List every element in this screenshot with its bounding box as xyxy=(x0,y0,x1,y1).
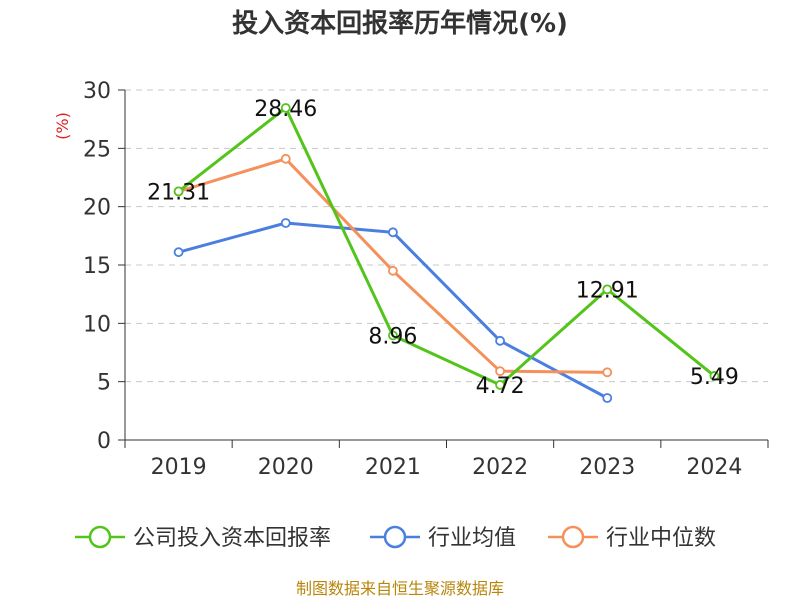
data-point xyxy=(173,186,184,197)
data-point xyxy=(388,265,398,276)
data-point xyxy=(602,367,613,378)
legend-item: 行业中位数 xyxy=(548,525,716,551)
data-label: 8.96 xyxy=(368,324,417,349)
x-tick-label: 2021 xyxy=(365,455,421,480)
x-tick-label: 2020 xyxy=(258,455,314,480)
data-label: 5.49 xyxy=(690,365,739,390)
y-tick-label: 15 xyxy=(83,254,111,279)
data-point xyxy=(388,330,398,341)
y-tick-label: 20 xyxy=(83,196,111,221)
data-point xyxy=(495,366,505,377)
y-axis-label: (%) xyxy=(53,112,72,140)
data-point xyxy=(280,103,291,113)
data-label: 21.31 xyxy=(147,180,210,205)
source-note: 制图数据来自恒生聚源数据库 xyxy=(296,579,504,598)
x-tick-label: 2023 xyxy=(579,455,635,480)
data-point xyxy=(709,371,720,381)
legend-marker xyxy=(561,525,585,549)
data-point xyxy=(388,227,398,238)
legend: 公司投入资本回报率 行业均值 行业中位数 xyxy=(75,525,716,551)
data-point xyxy=(173,247,184,258)
y-tick-label: 25 xyxy=(83,137,111,162)
legend-item: 行业均值 xyxy=(370,525,516,551)
series-group xyxy=(173,103,720,403)
legend-label: 行业中位数 xyxy=(606,526,716,551)
legend-label: 行业均值 xyxy=(428,526,516,551)
data-point xyxy=(602,393,613,403)
legend-marker xyxy=(383,525,407,549)
data-label: 28.46 xyxy=(254,97,317,122)
data-point xyxy=(280,218,291,228)
x-tick-label: 2022 xyxy=(472,455,528,480)
data-point xyxy=(280,153,291,164)
x-tick-label: 2024 xyxy=(686,455,742,480)
series-line xyxy=(177,106,716,387)
data-label: 4.72 xyxy=(476,374,525,399)
legend-label: 公司投入资本回报率 xyxy=(133,526,331,551)
grid xyxy=(125,89,768,383)
y-tick-label: 10 xyxy=(83,312,111,337)
y-tick-label: 5 xyxy=(97,371,111,396)
data-label: 12.91 xyxy=(576,278,639,303)
data-point xyxy=(495,380,505,390)
legend-item: 公司投入资本回报率 xyxy=(75,525,331,551)
legend-marker xyxy=(88,525,112,549)
data-point xyxy=(602,284,613,295)
data-labels: 21.31 28.46 8.96 4.72 12.91 5.49 xyxy=(147,97,739,399)
y-tick-label: 30 xyxy=(83,79,111,104)
axes: 0 5 10 15 20 25 30 2019 2020 2021 2022 2023 2024 xyxy=(83,79,769,480)
data-point xyxy=(495,335,505,346)
chart-title: 投入资本回报率历年情况(%) xyxy=(232,8,568,39)
x-tick-label: 2019 xyxy=(151,455,207,480)
y-tick-label: 0 xyxy=(97,429,111,454)
